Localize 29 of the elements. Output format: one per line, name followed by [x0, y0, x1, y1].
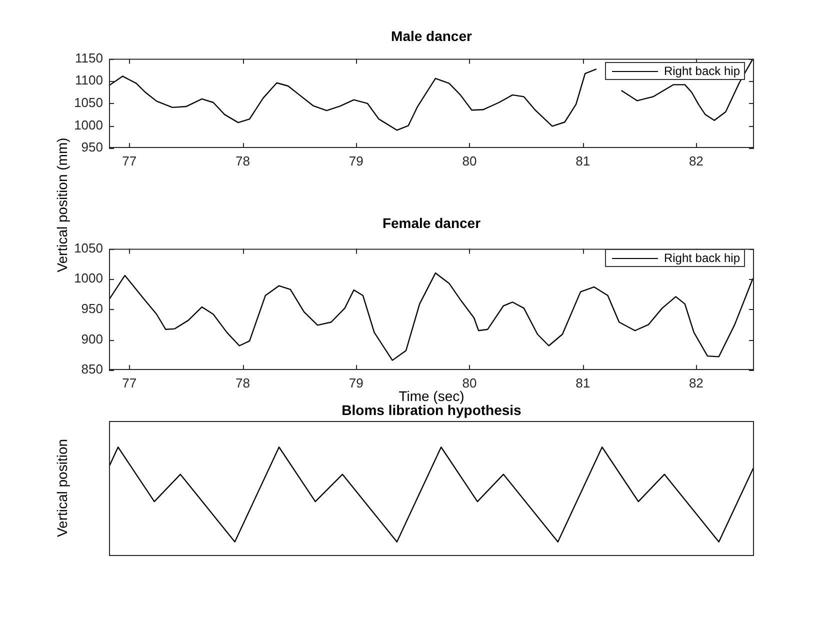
legend-label: Right back hip — [664, 251, 740, 265]
x-tick-label: 78 — [236, 375, 250, 390]
x-tick-label: 80 — [462, 375, 477, 390]
y-tick-label: 850 — [81, 362, 103, 377]
x-tick-label: 79 — [348, 153, 364, 168]
x-tick-label: 81 — [576, 153, 590, 168]
y-tick-label: 900 — [81, 331, 103, 346]
x-tick-label: 77 — [122, 153, 137, 168]
y-tick-label: 1100 — [75, 72, 103, 88]
x-tick-label: 79 — [348, 375, 364, 390]
x-tick-label: 82 — [688, 153, 704, 168]
y-tick-label: 1050 — [74, 240, 103, 256]
chart-title: Male dancer — [391, 28, 472, 44]
x-tick-label: 80 — [462, 153, 477, 168]
y-tick-label: 1050 — [74, 94, 103, 110]
y-axis-title: Vertical position — [54, 438, 70, 538]
y-tick-label: 950 — [81, 300, 103, 316]
y-axis-title: Vertical position (mm) — [54, 138, 70, 272]
y-tick-label: 1000 — [74, 270, 103, 286]
x-tick-label: 78 — [236, 153, 250, 168]
chart-title: Female dancer — [382, 215, 481, 231]
x-tick-label: 77 — [122, 375, 137, 390]
y-tick-label: 950 — [81, 140, 103, 155]
x-axis-title: Time (sec) — [398, 388, 464, 404]
y-tick-label: 1150 — [75, 50, 103, 66]
x-tick-label: 82 — [688, 375, 704, 390]
y-tick-label: 1000 — [74, 117, 103, 132]
x-tick-label: 81 — [576, 375, 590, 390]
legend-label: Right back hip — [664, 64, 740, 78]
